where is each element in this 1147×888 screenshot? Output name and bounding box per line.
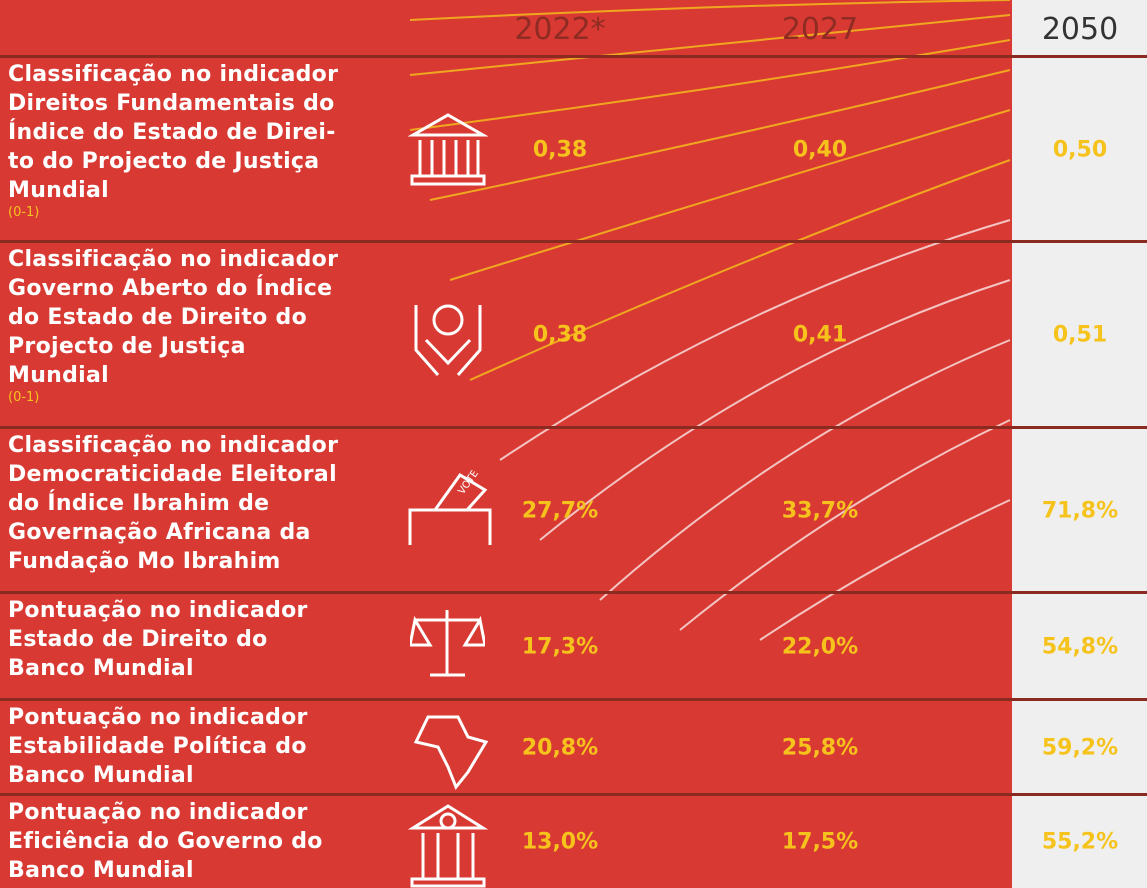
- row-label: Classificação no indicador: [8, 247, 339, 272]
- value: 13,0%: [521, 829, 599, 854]
- scale-note: (0-1): [8, 390, 40, 405]
- row-label: Índice do Estado de Direi-: [8, 120, 336, 145]
- row-separator: [0, 426, 1147, 429]
- value: 0,41: [792, 322, 848, 348]
- row-label: Democraticidade Eleitoral: [8, 462, 337, 487]
- value: 55,2%: [1041, 829, 1119, 854]
- row-label: Eficiência do Governo do: [8, 829, 323, 854]
- value: 22,0%: [781, 634, 859, 659]
- value: 0,38: [532, 322, 588, 348]
- row-label: do Índice Ibrahim de: [8, 491, 270, 516]
- row-separator: [0, 698, 1147, 701]
- row-separator: [0, 591, 1147, 594]
- value: 17,5%: [781, 829, 859, 854]
- row-label: Pontuação no indicador: [8, 598, 308, 623]
- value: 33,7%: [781, 498, 859, 523]
- row-label: Classificação no indicador: [8, 433, 339, 458]
- row-label: Governação Africana da: [8, 520, 311, 545]
- row-label: Mundial: [8, 363, 109, 388]
- highlight-column: [1012, 0, 1147, 888]
- value: 54,8%: [1041, 634, 1119, 659]
- icon-vote: VOTE: [408, 470, 492, 545]
- row-label: Direitos Fundamentais do: [8, 91, 335, 116]
- row-label: to do Projecto de Justiça: [8, 149, 320, 174]
- column-header: 2050: [1041, 12, 1119, 47]
- icon-court: [408, 113, 488, 186]
- row-label: Banco Mundial: [8, 763, 194, 788]
- row-label: do Estado de Direito do: [8, 305, 308, 330]
- row-label: Classificação no indicador: [8, 62, 339, 87]
- value: 17,3%: [521, 634, 599, 659]
- row-separator: [0, 55, 1147, 58]
- value: 0,51: [1052, 322, 1108, 348]
- row-label: Banco Mundial: [8, 656, 194, 681]
- value: 0,40: [792, 137, 848, 162]
- scale-note: (0-1): [8, 205, 40, 220]
- icon-africa: [413, 715, 489, 790]
- icon-bank: [408, 804, 488, 888]
- row-label: Estabilidade Política do: [8, 734, 307, 759]
- row-separator: [0, 240, 1147, 243]
- column-header: 2022*: [514, 12, 606, 47]
- column-header: 2027: [781, 12, 859, 47]
- row-label: Pontuação no indicador: [8, 800, 308, 825]
- row-label: Estado de Direito do: [8, 627, 268, 652]
- row-label: Pontuação no indicador: [8, 705, 308, 730]
- value: 20,8%: [521, 735, 599, 760]
- row-label: Mundial: [8, 178, 109, 203]
- value: 71,8%: [1041, 498, 1119, 523]
- icon-hands: [414, 304, 482, 376]
- row-label: Governo Aberto do Índice: [8, 276, 333, 301]
- value: 59,2%: [1041, 735, 1119, 760]
- row-label: Fundação Mo Ibrahim: [8, 549, 281, 574]
- row-label: Projecto de Justiça: [8, 334, 246, 359]
- row-label: Banco Mundial: [8, 858, 194, 883]
- value: 0,38: [532, 137, 588, 162]
- value: 25,8%: [781, 735, 859, 760]
- icon-scales: [410, 610, 485, 677]
- row-separator: [0, 793, 1147, 796]
- value: 0,50: [1052, 137, 1108, 162]
- value: 27,7%: [521, 498, 599, 523]
